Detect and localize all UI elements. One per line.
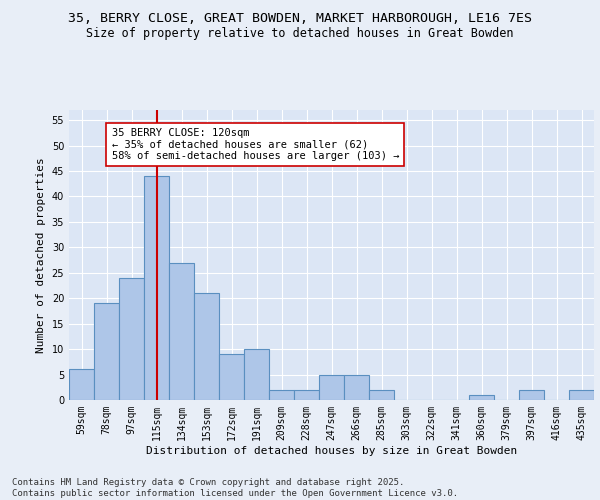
Bar	[369, 390, 394, 400]
Bar	[144, 176, 169, 400]
Bar	[244, 349, 269, 400]
Text: Contains HM Land Registry data © Crown copyright and database right 2025.
Contai: Contains HM Land Registry data © Crown c…	[12, 478, 458, 498]
Bar	[319, 374, 344, 400]
X-axis label: Distribution of detached houses by size in Great Bowden: Distribution of detached houses by size …	[146, 446, 517, 456]
Bar	[194, 293, 219, 400]
Bar	[519, 390, 544, 400]
Bar	[119, 278, 144, 400]
Bar	[269, 390, 294, 400]
Bar	[219, 354, 244, 400]
Text: 35, BERRY CLOSE, GREAT BOWDEN, MARKET HARBOROUGH, LE16 7ES: 35, BERRY CLOSE, GREAT BOWDEN, MARKET HA…	[68, 12, 532, 26]
Text: Size of property relative to detached houses in Great Bowden: Size of property relative to detached ho…	[86, 28, 514, 40]
Bar	[69, 370, 94, 400]
Bar	[569, 390, 594, 400]
Bar	[294, 390, 319, 400]
Bar	[469, 395, 494, 400]
Text: 35 BERRY CLOSE: 120sqm
← 35% of detached houses are smaller (62)
58% of semi-det: 35 BERRY CLOSE: 120sqm ← 35% of detached…	[112, 128, 399, 161]
Bar	[344, 374, 369, 400]
Bar	[169, 262, 194, 400]
Y-axis label: Number of detached properties: Number of detached properties	[36, 157, 46, 353]
Bar	[94, 304, 119, 400]
